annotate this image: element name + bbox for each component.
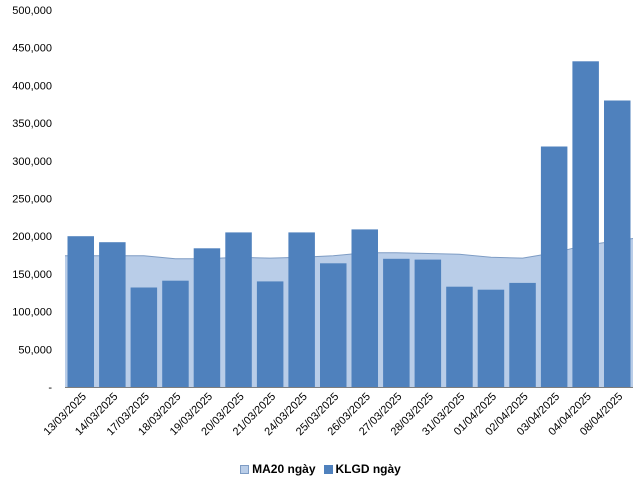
klgd-bar bbox=[383, 258, 410, 387]
y-tick-label: 200,000 bbox=[12, 231, 52, 243]
klgd-bar bbox=[477, 289, 505, 387]
klgd-bar bbox=[509, 282, 536, 387]
y-tick-label: 100,000 bbox=[12, 307, 52, 319]
y-tick-label: 250,000 bbox=[12, 194, 52, 206]
y-tick-label: 350,000 bbox=[12, 118, 52, 130]
klgd-bar bbox=[414, 259, 442, 387]
klgd-bar bbox=[130, 287, 158, 387]
klgd-bar bbox=[162, 280, 189, 387]
y-tick-label: 50,000 bbox=[18, 344, 52, 356]
legend-item-ma20: MA20 ngày bbox=[240, 462, 316, 476]
klgd-bar bbox=[67, 236, 94, 387]
legend: MA20 ngày KLGD ngày bbox=[0, 459, 641, 479]
klgd-bar bbox=[604, 100, 631, 387]
klgd-bar bbox=[320, 263, 347, 387]
x-axis: 13/03/202514/03/202517/03/202518/03/2025… bbox=[42, 387, 633, 438]
y-tick-label: 150,000 bbox=[12, 269, 52, 281]
y-tick-label: 450,000 bbox=[12, 43, 52, 55]
y-axis: - 50,000 100,000 150,000 200,000 250,000 300,0… bbox=[12, 5, 52, 394]
klgd-bar bbox=[572, 61, 599, 388]
klgd-bar bbox=[256, 281, 284, 387]
klgd-bar bbox=[99, 242, 126, 387]
klgd-bar bbox=[225, 232, 252, 387]
klgd-bar bbox=[288, 232, 315, 387]
legend-swatch-klgd bbox=[323, 464, 333, 474]
ma20-line bbox=[65, 238, 634, 260]
klgd-bar bbox=[193, 248, 221, 387]
chart: - 50,000 100,000 150,000 200,000 250,000 300,0… bbox=[12, 5, 634, 438]
klgd-bar bbox=[540, 146, 568, 387]
klgd-bar bbox=[446, 286, 473, 387]
y-tick-label: 300,000 bbox=[12, 156, 52, 168]
klgd-bar-layer bbox=[67, 61, 631, 388]
y-tick-label: 400,000 bbox=[12, 80, 52, 92]
legend-label-ma20: MA20 ngày bbox=[252, 462, 316, 476]
legend-swatch-ma20 bbox=[240, 464, 250, 474]
legend-item-klgd: KLGD ngày bbox=[323, 462, 401, 476]
legend-label-klgd: KLGD ngày bbox=[335, 462, 401, 476]
y-tick-label: 500,000 bbox=[12, 5, 52, 17]
y-tick-label: - bbox=[48, 382, 52, 394]
klgd-bar bbox=[351, 229, 378, 387]
